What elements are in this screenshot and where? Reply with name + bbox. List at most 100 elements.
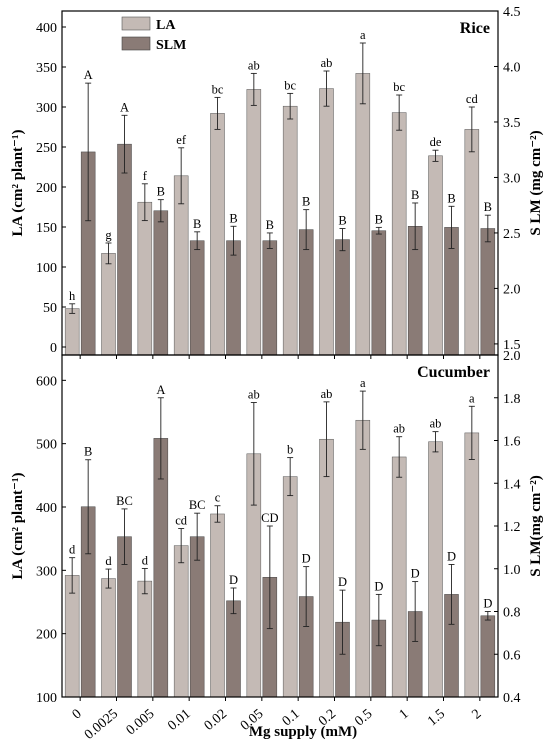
la-sig-label: ab <box>430 417 442 431</box>
right-tick-label: 3.0 <box>503 171 521 186</box>
la-sig-label: ab <box>248 388 260 402</box>
la-bar <box>282 476 298 698</box>
right-tick-label: 1.0 <box>503 563 521 578</box>
right-tick-label: 0.6 <box>503 648 521 663</box>
cucumber-panel: dBdBCdAcdBCcDabCDbDabDaDabDabDaD10020030… <box>10 349 544 706</box>
la-sig-label: b <box>287 443 293 457</box>
panel-title: Cucumber <box>417 364 490 381</box>
slm-sig-label: D <box>229 573 238 587</box>
right-tick-label: 3.5 <box>503 116 521 131</box>
la-bar <box>428 155 443 356</box>
left-tick-label: 200 <box>36 628 57 643</box>
legend-label-la: LA <box>156 18 176 33</box>
la-sig-label: cd <box>466 92 479 106</box>
la-bar <box>428 441 443 698</box>
slm-bar <box>189 536 205 698</box>
la-sig-label: h <box>69 289 76 303</box>
left-tick-label: 100 <box>36 261 57 276</box>
left-tick-label: 400 <box>36 21 57 36</box>
slm-sig-label: D <box>338 575 347 589</box>
slm-bar <box>153 210 169 356</box>
la-bar <box>64 575 80 698</box>
right-tick-label: 2.5 <box>503 227 521 242</box>
la-sig-label: ab <box>393 422 405 436</box>
legend-label-slm: SLM <box>156 38 186 53</box>
left-tick-label: 300 <box>36 564 57 579</box>
slm-bar <box>226 240 241 356</box>
x-tick-label: 0.0025 <box>82 707 121 743</box>
la-sig-label: d <box>105 554 112 568</box>
slm-bar <box>371 230 387 356</box>
slm-bar <box>189 240 205 356</box>
la-bar <box>137 201 153 356</box>
la-bar <box>173 545 189 698</box>
right-axis-label: S LM (mg cm⁻²) <box>528 130 544 235</box>
la-sig-label: bc <box>212 82 224 96</box>
slm-sig-label: D <box>374 579 383 593</box>
right-tick-label: 2.0 <box>503 349 521 364</box>
slm-sig-label: A <box>120 100 129 114</box>
left-tick-label: 50 <box>43 301 57 316</box>
slm-sig-label: A <box>84 68 93 82</box>
la-sig-label: c <box>215 491 221 505</box>
la-bar <box>391 112 407 356</box>
la-bar <box>464 129 480 356</box>
slm-sig-label: D <box>411 567 420 581</box>
right-tick-label: 4.5 <box>503 5 521 20</box>
right-tick-label: 1.5 <box>503 338 521 353</box>
left-tick-label: 600 <box>36 374 57 389</box>
la-bar <box>282 105 298 356</box>
x-tick-label: 0.005 <box>124 707 158 739</box>
x-tick-label: 0.01 <box>165 707 193 734</box>
la-sig-label: d <box>69 543 76 557</box>
la-sig-label: a <box>360 28 366 42</box>
slm-sig-label: BC <box>189 498 206 512</box>
la-sig-label: bc <box>393 80 405 94</box>
panel-title: Rice <box>460 20 490 37</box>
legend-swatch-la <box>121 16 151 31</box>
x-tick-label: 2 <box>469 707 484 723</box>
x-axis-label: Mg supply (mM) <box>249 724 357 740</box>
slm-sig-label: B <box>447 191 455 205</box>
slm-sig-label: B <box>302 195 310 209</box>
la-bar <box>246 89 262 356</box>
x-tick-label: 0 <box>70 707 85 723</box>
slm-sig-label: B <box>84 445 92 459</box>
la-sig-label: d <box>142 553 149 567</box>
la-bar <box>137 580 153 698</box>
left-axis-label: LA (cm² plant⁻¹) <box>10 473 26 580</box>
la-sig-label: ab <box>321 56 333 70</box>
slm-sig-label: B <box>193 217 201 231</box>
x-tick-label: 1 <box>397 707 412 723</box>
slm-bar <box>480 615 496 698</box>
slm-sig-label: B <box>229 211 237 225</box>
right-axis-label: S LM(mg cm⁻²) <box>528 475 544 577</box>
left-tick-label: 200 <box>36 181 57 196</box>
la-sig-label: a <box>469 391 475 405</box>
slm-sig-label: A <box>156 383 165 397</box>
right-tick-label: 0.4 <box>503 691 521 706</box>
right-tick-label: 2.0 <box>503 282 521 297</box>
la-sig-label: a <box>360 376 366 390</box>
la-bar <box>210 113 225 356</box>
la-sig-label: g <box>105 228 112 242</box>
slm-sig-label: B <box>411 188 419 202</box>
la-sig-label: ab <box>248 58 260 72</box>
slm-sig-label: D <box>302 552 311 566</box>
left-tick-label: 100 <box>36 691 57 706</box>
la-bar <box>355 419 371 698</box>
left-tick-label: 150 <box>36 221 57 236</box>
slm-sig-label: B <box>157 185 165 199</box>
right-tick-label: 1.6 <box>503 435 521 450</box>
slm-sig-label: D <box>447 549 456 563</box>
la-sig-label: ef <box>176 133 187 147</box>
right-tick-label: 1.8 <box>503 392 521 407</box>
left-tick-label: 250 <box>36 141 57 156</box>
left-tick-label: 350 <box>36 61 57 76</box>
slm-sig-label: B <box>484 200 492 214</box>
left-tick-label: 0 <box>50 341 57 356</box>
la-bar <box>101 253 116 356</box>
right-tick-label: 0.8 <box>503 606 521 621</box>
la-bar <box>391 456 407 698</box>
